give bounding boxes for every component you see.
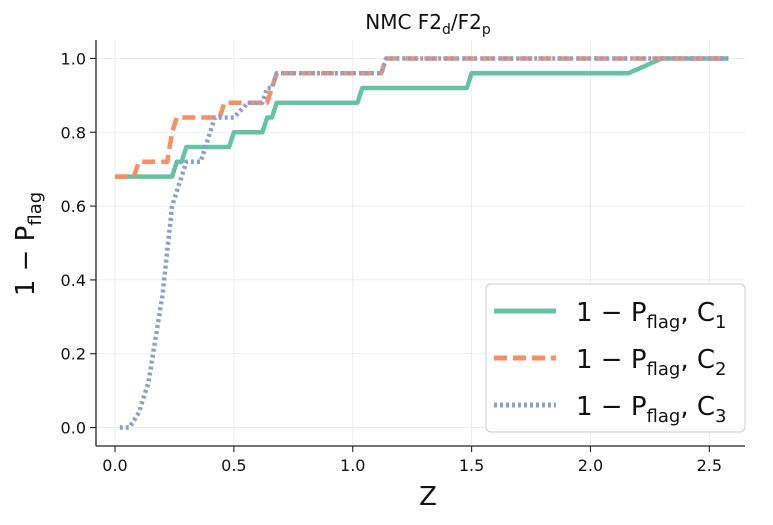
chart-title: NMC F2d/F2p <box>365 10 491 38</box>
legend-frame <box>485 283 746 433</box>
x-tick-label: 0.0 <box>102 456 127 475</box>
y-tick-label: 0.4 <box>61 271 86 290</box>
x-tick-label: 1.0 <box>340 456 365 475</box>
legend: 1 − Pflag, C1 1 − Pflag, C2 1 − Pflag, C3 <box>485 283 746 433</box>
x-tick-label: 2.5 <box>697 456 722 475</box>
x-tick-label: 2.0 <box>578 456 603 475</box>
y-tick-label: 0.0 <box>61 419 86 438</box>
grid <box>96 40 745 446</box>
axes <box>95 40 745 447</box>
legend-item-c1: 1 − Pflag, C1 <box>494 298 726 333</box>
x-tick-label: 0.5 <box>221 456 246 475</box>
legend-label: 1 − Pflag, C2 <box>576 345 726 380</box>
x-tick-label: 1.5 <box>459 456 484 475</box>
legend-item-c2: 1 − Pflag, C2 <box>494 345 726 380</box>
legend-label: 1 − Pflag, C1 <box>576 298 726 333</box>
y-tick-label: 0.2 <box>61 345 86 364</box>
series-line-c2 <box>115 56 729 179</box>
legend-label: 1 − Pflag, C3 <box>576 392 726 427</box>
ticks: 0.0 0.5 1.0 1.5 2.0 2.5 0.0 0.2 0.4 0.6 0.8 1.0 <box>61 49 723 475</box>
legend-item-c3: 1 − Pflag, C3 <box>494 392 726 427</box>
series-line-c3 <box>119 56 729 430</box>
y-tick-label: 0.6 <box>61 197 86 216</box>
series-line-c1 <box>115 56 729 179</box>
x-axis-label: Z <box>419 482 437 512</box>
y-tick-label: 1.0 <box>61 49 86 68</box>
series-lines <box>115 56 729 430</box>
y-tick-label: 0.8 <box>61 123 86 142</box>
y-axis-label: 1 − Pflag <box>11 192 46 296</box>
